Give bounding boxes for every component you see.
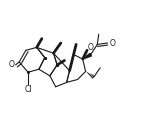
- Text: O: O: [9, 60, 14, 69]
- Text: O: O: [109, 38, 115, 47]
- Polygon shape: [83, 53, 91, 59]
- Text: O: O: [88, 43, 94, 52]
- Text: Cl: Cl: [24, 85, 32, 94]
